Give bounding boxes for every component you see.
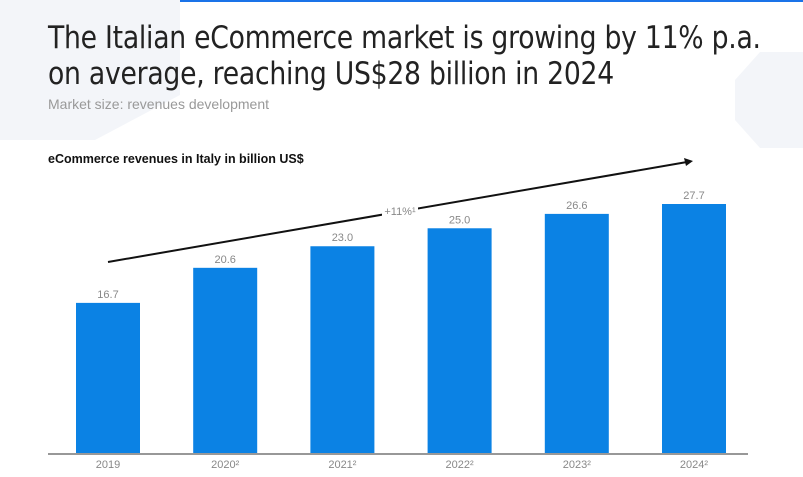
annotation-background [382,203,418,219]
x-tick-label-4: 2023² [563,459,591,471]
value-label-1: 20.6 [214,254,235,266]
bar-4 [544,213,609,453]
bar-0 [76,302,140,453]
bar-5 [662,204,726,453]
value-label-2: 23.0 [332,232,353,244]
value-label-4: 26.6 [566,200,587,212]
bar-2 [310,246,375,453]
top-accent-bar [0,0,803,2]
value-label-3: 25.0 [449,214,470,226]
title-line-1: The Italian eCommerce market is growing … [48,20,761,56]
title-line-2: on average, reaching US$28 billion in 20… [48,56,614,92]
x-tick-label-5: 2024² [680,459,708,471]
value-label-0: 16.7 [97,289,118,301]
page-title: The Italian eCommerce market is growing … [48,20,761,92]
bar-1 [193,267,258,453]
bar-3 [427,228,492,453]
value-label-5: 27.7 [683,190,704,202]
growth-annotation: +11%¹ [384,206,416,218]
x-tick-label-1: 2020² [211,459,239,471]
x-tick-label-0: 2019 [96,459,120,471]
trend-arrowhead-icon [684,158,693,166]
x-tick-label-3: 2022² [446,459,474,471]
x-tick-label-2: 2021² [328,459,356,471]
page-subtitle: Market size: revenues development [48,96,269,112]
chart-title: eCommerce revenues in Italy in billion U… [48,152,304,166]
